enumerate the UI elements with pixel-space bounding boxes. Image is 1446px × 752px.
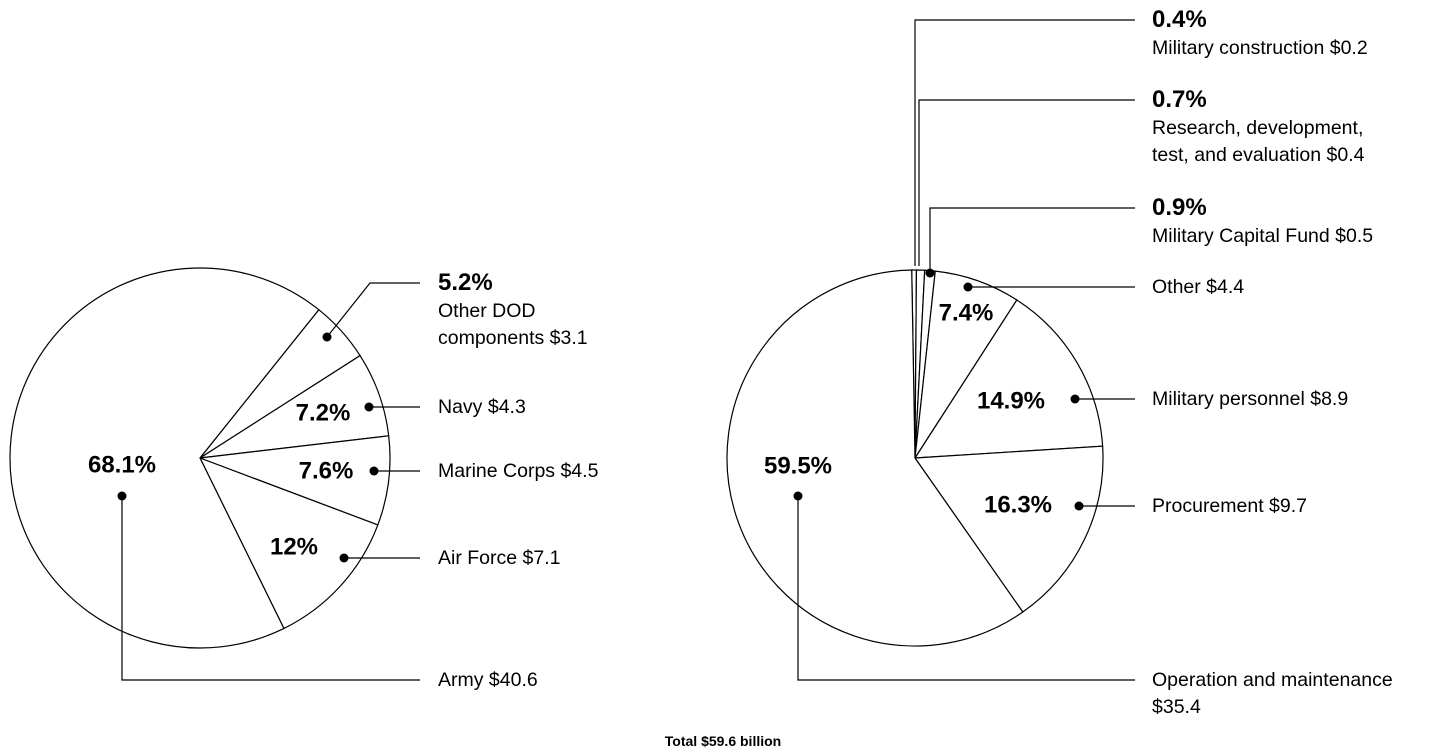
slice-percent: 16.3% — [984, 491, 1052, 518]
category-label: Marine Corps $4.5 — [438, 459, 599, 482]
category-label: Military Capital Fund $0.5 — [1152, 225, 1374, 247]
category-label: Military personnel $8.9 — [1152, 387, 1349, 410]
leader-dot — [963, 282, 973, 292]
slice-label: Other $4.4 — [1152, 274, 1244, 301]
pie-slice — [913, 445, 1104, 613]
slice-percent: 59.5% — [764, 452, 832, 479]
category-label: Other DOD components $3.1 — [438, 300, 588, 349]
slice-percent: 7.4% — [939, 299, 994, 326]
leader-line — [914, 19, 1135, 266]
slice-label: 5.2% Other DOD components $3.1 — [438, 268, 638, 352]
slice-label: Procurement $9.7 — [1152, 493, 1307, 520]
slice-label: Marine Corps $4.5 — [438, 458, 598, 485]
slice-label: 0.9% Military Capital Fund $0.5 — [1152, 193, 1373, 250]
slice-label: 0.7% Research, development, test, and eva… — [1152, 85, 1392, 169]
slice-label: Army $40.6 — [438, 667, 538, 694]
pie-slice — [913, 299, 1104, 459]
slice-label: Military personnel $8.9 — [1152, 386, 1348, 413]
leader-dot — [925, 268, 935, 278]
slice-label: 0.4% Military construction $0.2 — [1152, 5, 1368, 62]
leader-line — [918, 99, 1135, 266]
leader-line — [797, 496, 1135, 681]
category-label: Navy $4.3 — [438, 395, 526, 418]
slice-percent: 0.9% — [1152, 194, 1207, 221]
category-label: Research, development, test, and evaluat… — [1152, 117, 1365, 166]
slice-percent: 7.2% — [296, 399, 351, 426]
category-label: Other $4.4 — [1152, 275, 1245, 298]
leader-dot — [364, 402, 374, 412]
leader-dot — [1074, 501, 1084, 511]
slice-percent: 68.1% — [88, 451, 156, 478]
pie-slice — [9, 267, 320, 649]
category-label: Military construction $0.2 — [1152, 37, 1368, 59]
slice-percent: 0.4% — [1152, 6, 1207, 33]
slice-label: Navy $4.3 — [438, 394, 526, 421]
slice-label: Air Force $7.1 — [438, 545, 560, 572]
pie-slice — [198, 456, 379, 630]
category-label: Procurement $9.7 — [1152, 494, 1308, 517]
slice-percent: 5.2% — [438, 269, 493, 296]
slice-percent: 14.9% — [977, 387, 1045, 414]
leader-dot — [339, 553, 349, 563]
pie-slice — [726, 269, 1024, 647]
leader-dot — [1070, 394, 1080, 404]
leader-dot — [369, 466, 379, 476]
leader-dot — [793, 491, 803, 501]
slice-label: Operation and maintenance $35.4 — [1152, 667, 1444, 721]
slice-percent: 7.6% — [299, 457, 354, 484]
leader-dot — [117, 491, 127, 501]
slice-percent: 0.7% — [1152, 86, 1207, 113]
category-label: Operation and maintenance $35.4 — [1152, 668, 1393, 718]
leader-line — [326, 282, 420, 338]
leader-dot — [322, 332, 332, 342]
category-label: Air Force $7.1 — [438, 546, 561, 569]
category-label: Army $40.6 — [438, 668, 538, 691]
slice-percent: 12% — [270, 533, 318, 560]
caption: Total $59.6 billion — [664, 733, 782, 749]
leader-line — [929, 207, 1135, 273]
leader-line — [121, 496, 420, 681]
